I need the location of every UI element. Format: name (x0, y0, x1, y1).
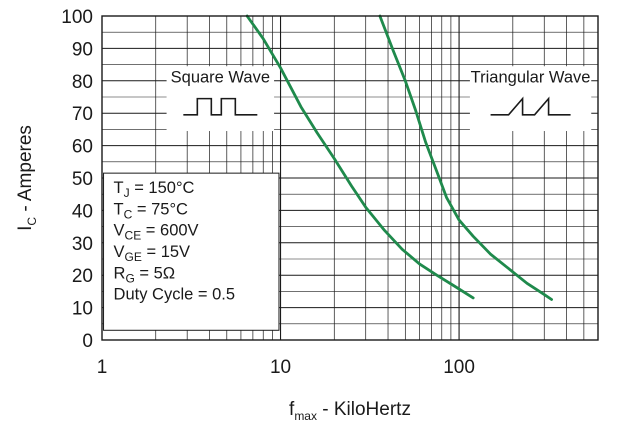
square-waveform-icon (183, 97, 258, 116)
y-tick-label: 40 (72, 201, 93, 222)
label-overlays (103, 66, 592, 331)
series-layer (245, 14, 553, 301)
legend-square-wave-label: Square Wave (171, 68, 270, 86)
y-axis-label: IC - Amperes (15, 125, 39, 231)
x-tick-label: 100 (443, 357, 475, 378)
y-tick-label: 90 (72, 39, 93, 60)
y-tick-label: 50 (72, 169, 93, 190)
condition-line: VGE = 15V (114, 243, 191, 264)
square-wave-legend-box (166, 66, 275, 132)
triangular-waveform-icon (490, 96, 571, 116)
y-tick-label: 80 (72, 72, 93, 93)
y-tick-label: 10 (72, 299, 93, 320)
x-tick-label: 10 (270, 357, 291, 378)
series-line-triangular-wave (378, 14, 553, 301)
condition-line: TC = 75°C (114, 200, 189, 221)
conditions-box (103, 172, 280, 331)
condition-line: TJ = 150°C (114, 179, 195, 200)
x-axis-label: fmax - KiloHertz (289, 399, 411, 423)
y-tick-label: 100 (61, 7, 93, 28)
series-line-square-wave (245, 14, 475, 300)
condition-line: Duty Cycle = 0.5 (114, 286, 236, 304)
legend-triangular-wave-label: Triangular Wave (471, 68, 591, 86)
condition-line: VCE = 600V (114, 222, 199, 243)
y-tick-label: 70 (72, 104, 93, 125)
triangular-wave-legend-box (469, 66, 592, 132)
legend: Square Wave Triangular Wave (171, 68, 591, 116)
y-tick-label: 20 (72, 266, 93, 287)
y-tick-label: 60 (72, 137, 93, 158)
plot-frame (101, 15, 599, 341)
y-tick-label: 0 (82, 331, 93, 352)
y-tick-label: 30 (72, 234, 93, 255)
condition-line: RG = 5Ω (114, 264, 176, 285)
x-tick-label: 1 (97, 357, 108, 378)
